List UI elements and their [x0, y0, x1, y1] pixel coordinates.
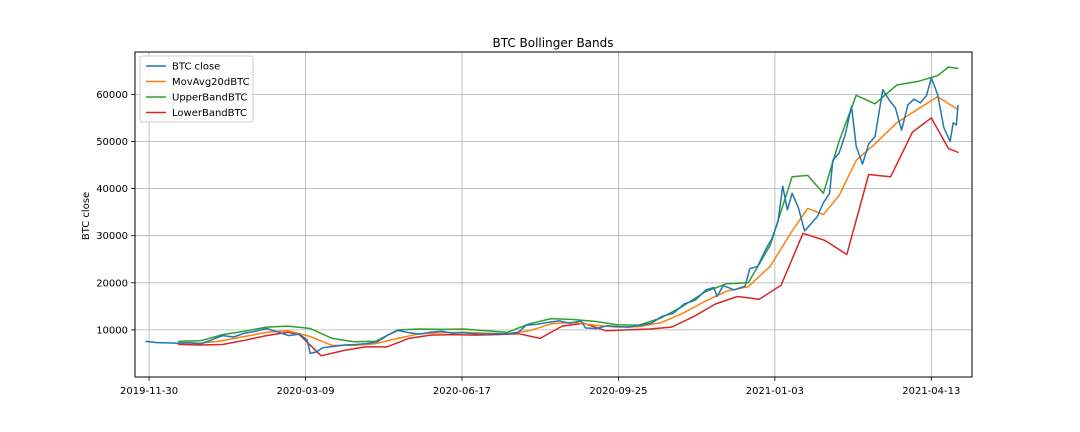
legend-label: BTC close	[172, 62, 220, 73]
x-tick-label: 2021-01-03	[746, 386, 804, 397]
y-tick-label: 60000	[96, 90, 128, 101]
axis-ticks: 2019-11-30 2020-03-09 2020-06-17 2020-09-25…	[96, 90, 960, 397]
legend-label: LowerBandBTC	[172, 108, 247, 119]
legend-label: MovAvg20dBTC	[172, 77, 250, 88]
y-axis-label: BTC close	[81, 192, 92, 240]
x-tick-label: 2021-04-13	[902, 386, 960, 397]
grid	[135, 52, 972, 377]
y-tick-label: 30000	[96, 231, 128, 242]
legend-label: UpperBandBTC	[172, 93, 247, 104]
series-lines	[145, 66, 959, 357]
x-tick-label: 2019-11-30	[120, 386, 178, 397]
legend: BTC close MovAvg20dBTC UpperBandBTC LowerBa…	[139, 55, 254, 123]
x-tick-label: 2020-06-17	[433, 386, 491, 397]
x-tick-label: 2020-03-09	[276, 386, 334, 397]
series-line-btc close	[145, 77, 959, 355]
y-tick-label: 10000	[96, 325, 128, 336]
y-tick-label: 40000	[96, 184, 128, 195]
x-tick-label: 2020-09-25	[589, 386, 647, 397]
legend-box	[139, 55, 254, 123]
plot-area-frame	[134, 51, 973, 378]
series-line-movavg20dbtc	[178, 95, 959, 347]
chart-title: BTC Bollinger Bands	[492, 36, 613, 50]
series-line-lowerbandbtc	[178, 117, 959, 357]
y-tick-label: 50000	[96, 137, 128, 148]
y-tick-label: 20000	[96, 278, 128, 289]
